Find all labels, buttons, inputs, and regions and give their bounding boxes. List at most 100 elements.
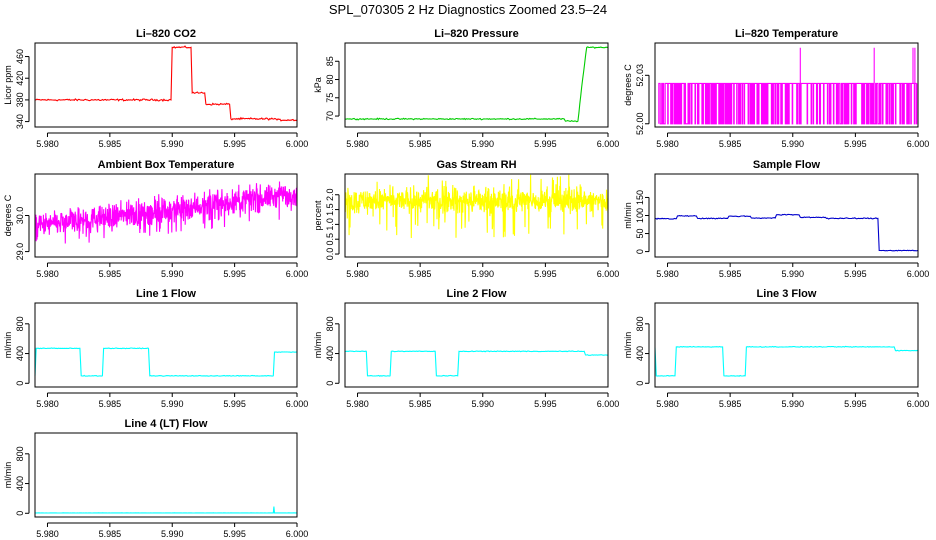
x-tick-label: 5.995 (223, 269, 246, 279)
chart-panel-3: Li–820 Temperature degrees C 5.980 5.985 5.9… (623, 28, 929, 149)
x-tick-label: 6.000 (597, 139, 620, 149)
x-tick-label: 6.000 (286, 529, 309, 539)
y-tick-label: 340 (15, 114, 25, 129)
x-tick-label: 5.980 (656, 399, 679, 409)
x-tick-label: 5.990 (161, 399, 184, 409)
chart-panel-5: Gas Stream RH percent 5.980 5.985 5.990 5.995… (313, 159, 619, 279)
y-tick-label: 380 (15, 92, 25, 107)
x-tick-label: 5.985 (99, 529, 122, 539)
y-axis-label: ml/min (313, 332, 323, 359)
y-tick-label: 50 (635, 229, 645, 239)
series-line (344, 46, 609, 123)
y-axis-label: percent (313, 200, 323, 231)
chart-panel-1: Li–820 CO2 Licor ppm 5.980 5.985 5.990 5.995 6… (3, 28, 308, 149)
plot-frame (654, 42, 919, 128)
chart-panel-4: Ambient Box Temperature degrees C 5.980 5.9… (3, 159, 308, 279)
chart-title: Gas Stream RH (436, 159, 516, 171)
y-tick-label: 400 (15, 476, 25, 491)
x-tick-label: 5.980 (346, 399, 369, 409)
y-tick-label: 800 (15, 446, 25, 461)
x-tick-label: 5.990 (161, 139, 184, 149)
x-tick-label: 5.985 (409, 269, 432, 279)
y-tick-label: 0 (325, 381, 335, 386)
x-tick-label: 5.990 (781, 399, 804, 409)
y-tick-label: 400 (325, 346, 335, 361)
x-tick-label: 5.985 (99, 269, 122, 279)
chart-panel-7: Line 1 Flow ml/min 5.980 5.985 5.990 5.995 6.0… (3, 288, 308, 409)
y-tick-label: 2.0 (325, 188, 335, 201)
y-axis-label: degrees C (623, 64, 633, 106)
x-tick-label: 5.980 (36, 399, 59, 409)
figure-title: SPL_070305 2 Hz Diagnostics Zoomed 23.5–… (328, 2, 608, 17)
x-tick-label: 6.000 (597, 269, 620, 279)
y-tick-label: 0 (635, 249, 645, 254)
plot-frame (344, 42, 609, 128)
series-line (34, 181, 298, 244)
plot-frame (344, 302, 609, 388)
y-axis-label: Licor ppm (3, 65, 13, 105)
x-tick-label: 5.995 (534, 269, 557, 279)
x-tick-label: 5.990 (161, 529, 184, 539)
y-tick-label: 150 (635, 190, 645, 205)
y-axis-label: kPa (313, 77, 323, 93)
chart-panel-9: Line 3 Flow ml/min 5.980 5.985 5.990 5.995 6.0… (623, 288, 929, 409)
x-tick-label: 5.995 (844, 139, 867, 149)
y-tick-label: 75 (325, 93, 335, 103)
chart-title: Line 1 Flow (136, 288, 196, 300)
x-tick-label: 5.995 (844, 399, 867, 409)
chart-title: Line 3 Flow (757, 288, 817, 300)
y-tick-label: 80 (325, 75, 335, 85)
x-tick-label: 5.985 (409, 139, 432, 149)
y-tick-label: 52.00 (635, 113, 645, 136)
series-line (654, 345, 919, 377)
x-tick-label: 6.000 (286, 139, 309, 149)
x-tick-label: 5.980 (36, 269, 59, 279)
x-tick-label: 6.000 (286, 399, 309, 409)
x-tick-label: 5.990 (471, 269, 494, 279)
plot-frame (654, 302, 919, 388)
y-tick-label: 0 (635, 381, 645, 386)
series-line (34, 347, 297, 377)
x-tick-label: 5.990 (781, 269, 804, 279)
x-tick-label: 6.000 (597, 399, 620, 409)
chart-title: Li–820 CO2 (136, 28, 196, 40)
x-tick-label: 5.985 (719, 139, 742, 149)
y-tick-label: 1.5 (325, 203, 335, 216)
x-tick-label: 5.980 (36, 139, 59, 149)
y-tick-label: 0.0 (325, 248, 335, 261)
y-tick-label: 29.0 (15, 243, 25, 261)
plot-frame (34, 432, 298, 518)
y-tick-label: 52.03 (635, 64, 645, 87)
y-tick-label: 85 (325, 56, 335, 66)
y-tick-label: 0 (15, 381, 25, 386)
x-tick-label: 5.980 (346, 139, 369, 149)
x-tick-label: 6.000 (907, 139, 930, 149)
series-line (654, 213, 919, 252)
x-tick-label: 6.000 (907, 269, 930, 279)
y-tick-label: 420 (15, 71, 25, 86)
x-tick-label: 6.000 (907, 399, 930, 409)
series-line (344, 174, 609, 239)
y-axis-label: ml/min (623, 202, 633, 229)
y-axis-label: ml/min (623, 332, 633, 359)
plot-frame (34, 42, 298, 128)
x-tick-label: 5.995 (534, 399, 557, 409)
x-tick-label: 5.985 (719, 269, 742, 279)
y-tick-label: 0.5 (325, 233, 335, 246)
y-tick-label: 800 (15, 316, 25, 331)
y-tick-label: 30.0 (15, 207, 25, 225)
x-tick-label: 6.000 (286, 269, 309, 279)
y-tick-label: 800 (325, 316, 335, 331)
x-tick-label: 5.995 (534, 139, 557, 149)
y-axis-label: degrees C (3, 194, 13, 236)
chart-title: Ambient Box Temperature (98, 159, 235, 171)
x-tick-label: 5.990 (161, 269, 184, 279)
series-line (34, 506, 297, 514)
y-tick-label: 100 (635, 208, 645, 223)
series-line (344, 350, 609, 377)
y-tick-label: 70 (325, 111, 335, 121)
x-tick-label: 5.980 (36, 529, 59, 539)
y-tick-label: 1.0 (325, 218, 335, 231)
y-tick-label: 800 (635, 316, 645, 331)
